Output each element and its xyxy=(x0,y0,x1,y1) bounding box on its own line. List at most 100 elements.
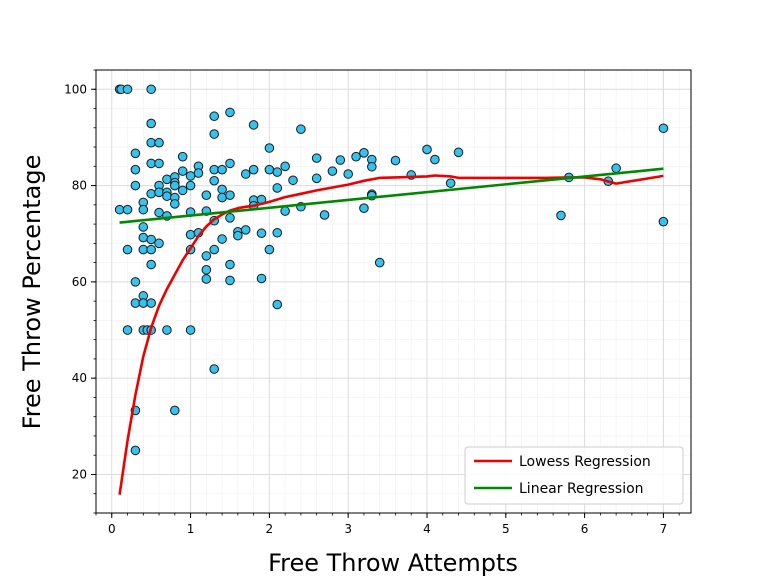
data-point xyxy=(146,259,156,270)
regression-lines xyxy=(118,167,664,495)
data-point xyxy=(217,164,227,175)
data-point xyxy=(154,238,164,249)
data-point xyxy=(122,244,133,255)
x-tick-label: 2 xyxy=(266,522,274,536)
data-point xyxy=(264,244,275,255)
data-point xyxy=(311,153,322,163)
data-point xyxy=(146,84,156,95)
data-point xyxy=(130,445,141,456)
data-point xyxy=(138,232,149,243)
x-tick-label: 5 xyxy=(502,522,510,536)
data-point xyxy=(138,222,149,232)
data-point xyxy=(209,244,220,255)
data-point xyxy=(201,251,212,261)
x-tick-label: 7 xyxy=(660,522,668,536)
data-point xyxy=(146,244,156,255)
data-point xyxy=(209,364,220,374)
data-point xyxy=(272,299,283,310)
data-point xyxy=(170,199,180,209)
legend-box xyxy=(464,446,684,505)
data-point xyxy=(185,229,196,240)
data-point xyxy=(130,148,141,159)
data-point xyxy=(422,144,432,155)
data-point xyxy=(225,259,235,270)
data-point xyxy=(296,124,306,135)
data-point xyxy=(280,206,290,216)
data-point xyxy=(217,184,227,195)
x-tick-label: 1 xyxy=(187,522,195,536)
data-point xyxy=(225,213,235,223)
data-point xyxy=(272,183,283,193)
data-point xyxy=(445,178,456,188)
data-point xyxy=(288,175,298,186)
data-point xyxy=(185,180,196,191)
data-point xyxy=(138,204,149,215)
data-point xyxy=(374,257,385,268)
y-axis-label: Free Throw Percentage xyxy=(18,155,46,430)
data-point xyxy=(209,129,220,139)
data-point xyxy=(162,191,172,201)
legend-lowess-label: Lowess Regression xyxy=(519,454,651,470)
y-tick-label: 60 xyxy=(72,275,87,289)
data-point xyxy=(335,155,346,165)
data-point xyxy=(209,111,220,122)
data-point xyxy=(154,137,164,148)
data-point xyxy=(146,118,156,129)
data-point xyxy=(453,147,464,158)
data-point xyxy=(233,230,243,241)
data-point xyxy=(272,167,283,177)
data-point xyxy=(146,188,156,199)
data-point xyxy=(256,228,267,239)
data-point xyxy=(311,173,322,184)
data-point xyxy=(367,161,377,172)
data-point xyxy=(130,298,141,308)
data-point xyxy=(658,123,669,134)
data-point xyxy=(201,190,212,200)
x-tick-label: 3 xyxy=(344,522,352,536)
data-point xyxy=(256,273,267,284)
y-tick-label: 100 xyxy=(64,82,87,96)
data-point xyxy=(193,168,204,178)
data-point xyxy=(130,164,141,175)
y-tick-label: 80 xyxy=(72,179,87,193)
data-point xyxy=(264,143,275,153)
scatter-points xyxy=(114,84,669,456)
data-point xyxy=(177,185,188,196)
y-tick-label: 20 xyxy=(72,467,87,481)
x-axis-ticks: 0 1 2 3 4 5 6 7 xyxy=(95,513,680,536)
linear-line xyxy=(119,167,664,224)
data-point xyxy=(280,161,290,172)
data-point xyxy=(430,154,440,165)
data-point xyxy=(359,203,369,213)
data-point xyxy=(146,234,156,245)
data-point xyxy=(217,192,227,203)
x-tick-label: 4 xyxy=(423,522,431,536)
x-tick-label: 0 xyxy=(108,522,116,536)
data-point xyxy=(248,164,259,175)
data-point xyxy=(201,274,212,284)
data-point xyxy=(185,325,196,335)
data-point xyxy=(146,298,156,308)
data-point xyxy=(611,163,621,174)
data-point xyxy=(359,148,369,158)
data-point xyxy=(240,225,251,235)
data-point xyxy=(170,405,180,416)
data-point xyxy=(177,166,188,176)
data-point xyxy=(170,180,180,191)
data-point xyxy=(225,107,235,118)
legend: Lowess Regression Linear Regression xyxy=(464,446,684,505)
data-point xyxy=(154,207,164,218)
data-point xyxy=(177,151,188,162)
data-point xyxy=(209,164,220,175)
plot-frame xyxy=(95,69,692,514)
data-point xyxy=(146,158,156,169)
data-point xyxy=(130,277,141,287)
data-point xyxy=(351,151,361,162)
data-point xyxy=(390,155,401,166)
data-point xyxy=(122,84,133,95)
data-point xyxy=(162,325,172,335)
data-point xyxy=(138,244,149,255)
data-point xyxy=(217,234,227,244)
data-point xyxy=(122,325,133,335)
